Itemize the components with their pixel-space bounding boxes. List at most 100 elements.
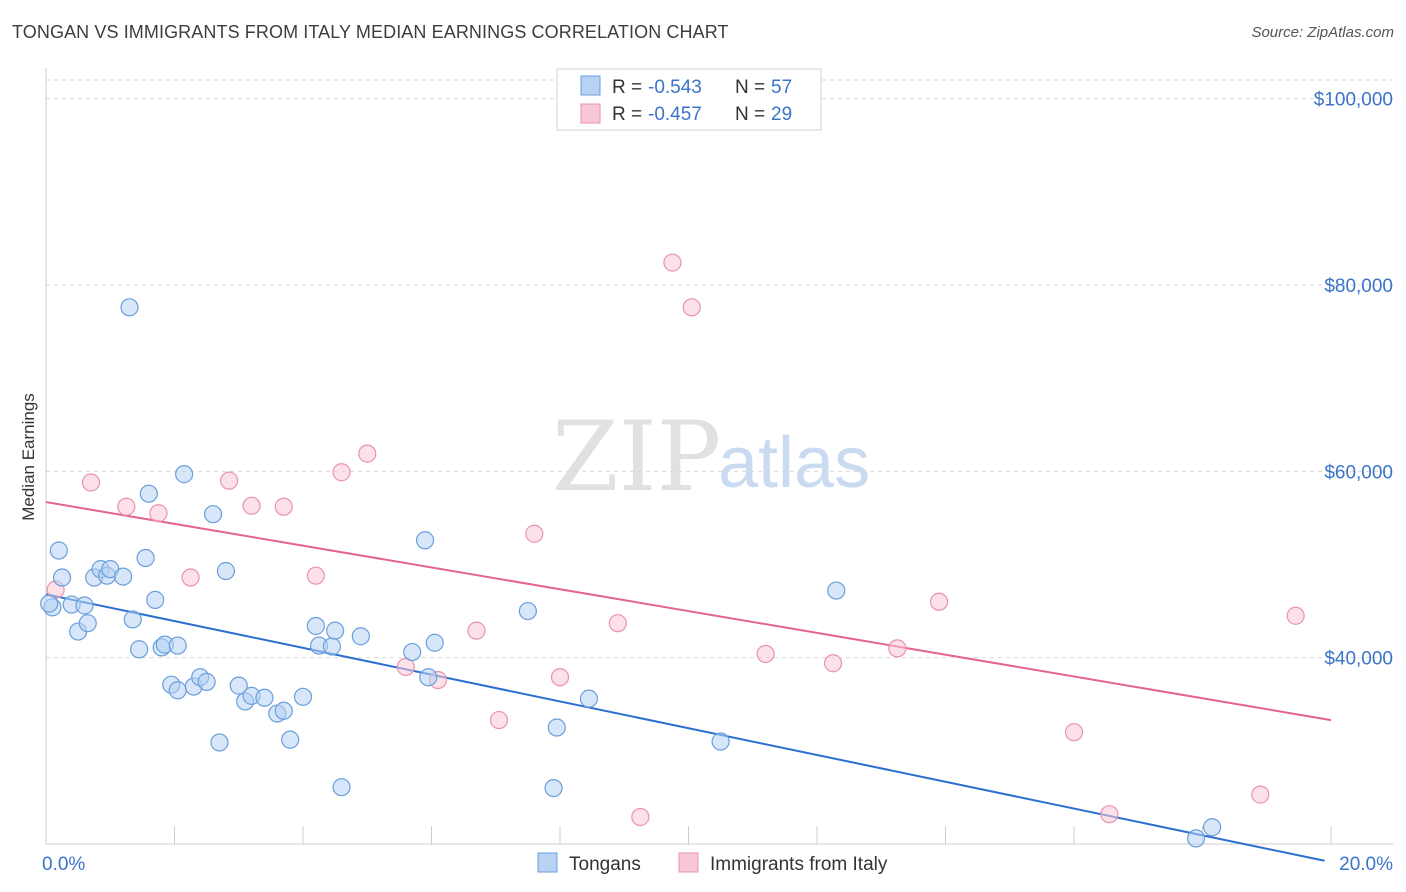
trend-line-tongans <box>45 593 1325 862</box>
data-point-tongans <box>168 636 187 655</box>
data-point-tongans <box>425 633 444 652</box>
legend-swatch-italy <box>580 103 601 124</box>
y-tick-label: $60,000 <box>1324 462 1393 483</box>
data-point-italy <box>358 444 377 463</box>
legend-r-label: R = <box>612 104 642 125</box>
legend-n-value-italy: 29 <box>771 104 792 125</box>
series-legend-swatch-tongans <box>537 852 558 873</box>
data-point-tongans <box>711 732 730 751</box>
series-legend-label-italy: Immigrants from Italy <box>710 854 888 875</box>
data-point-tongans <box>255 688 274 707</box>
data-point-italy <box>149 504 168 523</box>
x-tick-label: 0.0% <box>42 854 85 875</box>
data-point-tongans <box>518 601 537 621</box>
data-point-tongans <box>130 640 149 659</box>
data-point-italy <box>332 463 351 482</box>
data-point-tongans <box>139 484 158 503</box>
data-point-italy <box>550 668 570 687</box>
data-point-tongans <box>197 672 216 691</box>
data-point-tongans <box>75 596 94 615</box>
watermark-zip: ZIP <box>552 401 721 513</box>
series-legend: Tongans Immigrants from Italy <box>537 852 888 875</box>
data-point-tongans <box>579 689 599 708</box>
data-point-tongans <box>210 733 229 752</box>
legend-swatch-tongans <box>580 75 601 96</box>
data-point-tongans <box>1203 818 1222 837</box>
data-point-italy <box>81 473 101 492</box>
data-point-italy <box>1286 606 1305 625</box>
legend-r-label: R = <box>612 77 642 98</box>
data-point-tongans <box>419 668 438 687</box>
data-point-tongans <box>544 778 563 798</box>
data-point-tongans <box>1186 829 1206 848</box>
data-point-tongans <box>415 531 435 550</box>
series-legend-label-tongans: Tongans <box>569 854 641 875</box>
data-point-tongans <box>123 610 142 629</box>
correlation-legend: R = -0.543 N = 57 R = -0.457 N = 29 <box>556 68 822 131</box>
data-point-tongans <box>332 778 351 797</box>
legend-r-value-italy: -0.457 <box>648 104 702 125</box>
data-point-tongans <box>146 590 165 609</box>
legend-n-label: N = <box>735 104 765 125</box>
data-point-italy <box>682 298 701 317</box>
data-point-italy <box>608 614 627 633</box>
data-point-tongans <box>403 642 422 662</box>
legend-r-value-tongans: -0.543 <box>648 77 702 98</box>
data-point-italy <box>274 497 293 516</box>
y-tick-label: $40,000 <box>1324 649 1393 670</box>
y-tick-label: $80,000 <box>1324 276 1393 297</box>
data-point-tongans <box>120 298 139 317</box>
data-point-tongans <box>274 701 293 720</box>
data-point-tongans <box>351 627 370 646</box>
watermark-atlas: atlas <box>718 423 870 503</box>
x-tick-label: 20.0% <box>1339 854 1393 875</box>
data-point-tongans <box>229 676 248 695</box>
data-point-tongans <box>216 561 235 581</box>
data-points <box>40 253 1305 848</box>
data-point-italy <box>489 710 509 730</box>
y-tick-label: $100,000 <box>1314 90 1393 111</box>
tick-labels: $40,000 $60,000 $80,000 $100,000 0.0% 20.0% <box>42 90 1393 875</box>
data-point-italy <box>181 568 200 587</box>
data-point-tongans <box>136 548 155 568</box>
data-point-italy <box>525 524 544 543</box>
data-point-italy <box>631 807 650 827</box>
data-point-italy <box>756 644 775 664</box>
data-point-tongans <box>52 568 72 587</box>
data-point-italy <box>1064 723 1084 742</box>
data-point-italy <box>929 592 949 611</box>
watermark: ZIP atlas <box>552 401 870 513</box>
data-point-tongans <box>49 541 68 560</box>
data-point-italy <box>467 621 486 640</box>
data-point-italy <box>1251 785 1270 804</box>
legend-box <box>556 68 822 131</box>
data-point-tongans <box>168 681 187 700</box>
data-point-italy <box>220 471 239 490</box>
data-point-italy <box>888 639 907 658</box>
data-point-italy <box>1100 805 1119 824</box>
legend-n-value-tongans: 57 <box>771 77 792 98</box>
data-point-tongans <box>78 614 97 633</box>
data-point-tongans <box>827 581 846 600</box>
legend-n-label: N = <box>735 77 765 98</box>
data-point-italy <box>663 253 682 272</box>
data-point-tongans <box>281 730 300 749</box>
data-point-tongans <box>293 687 313 706</box>
axes <box>45 68 1393 845</box>
data-point-tongans <box>322 637 342 656</box>
data-point-italy <box>117 497 136 516</box>
data-point-tongans <box>306 616 325 636</box>
data-point-italy <box>823 654 843 673</box>
data-point-italy <box>306 566 325 585</box>
data-point-tongans <box>326 621 345 640</box>
data-point-tongans <box>40 594 59 613</box>
chart-source: Source: ZipAtlas.com <box>1251 24 1394 41</box>
data-point-tongans <box>203 505 223 524</box>
data-point-italy <box>242 496 261 515</box>
chart-title: TONGAN VS IMMIGRANTS FROM ITALY MEDIAN E… <box>12 22 729 42</box>
data-point-tongans <box>547 718 566 737</box>
data-point-tongans <box>113 567 133 586</box>
trend-line-italy <box>45 501 1332 722</box>
